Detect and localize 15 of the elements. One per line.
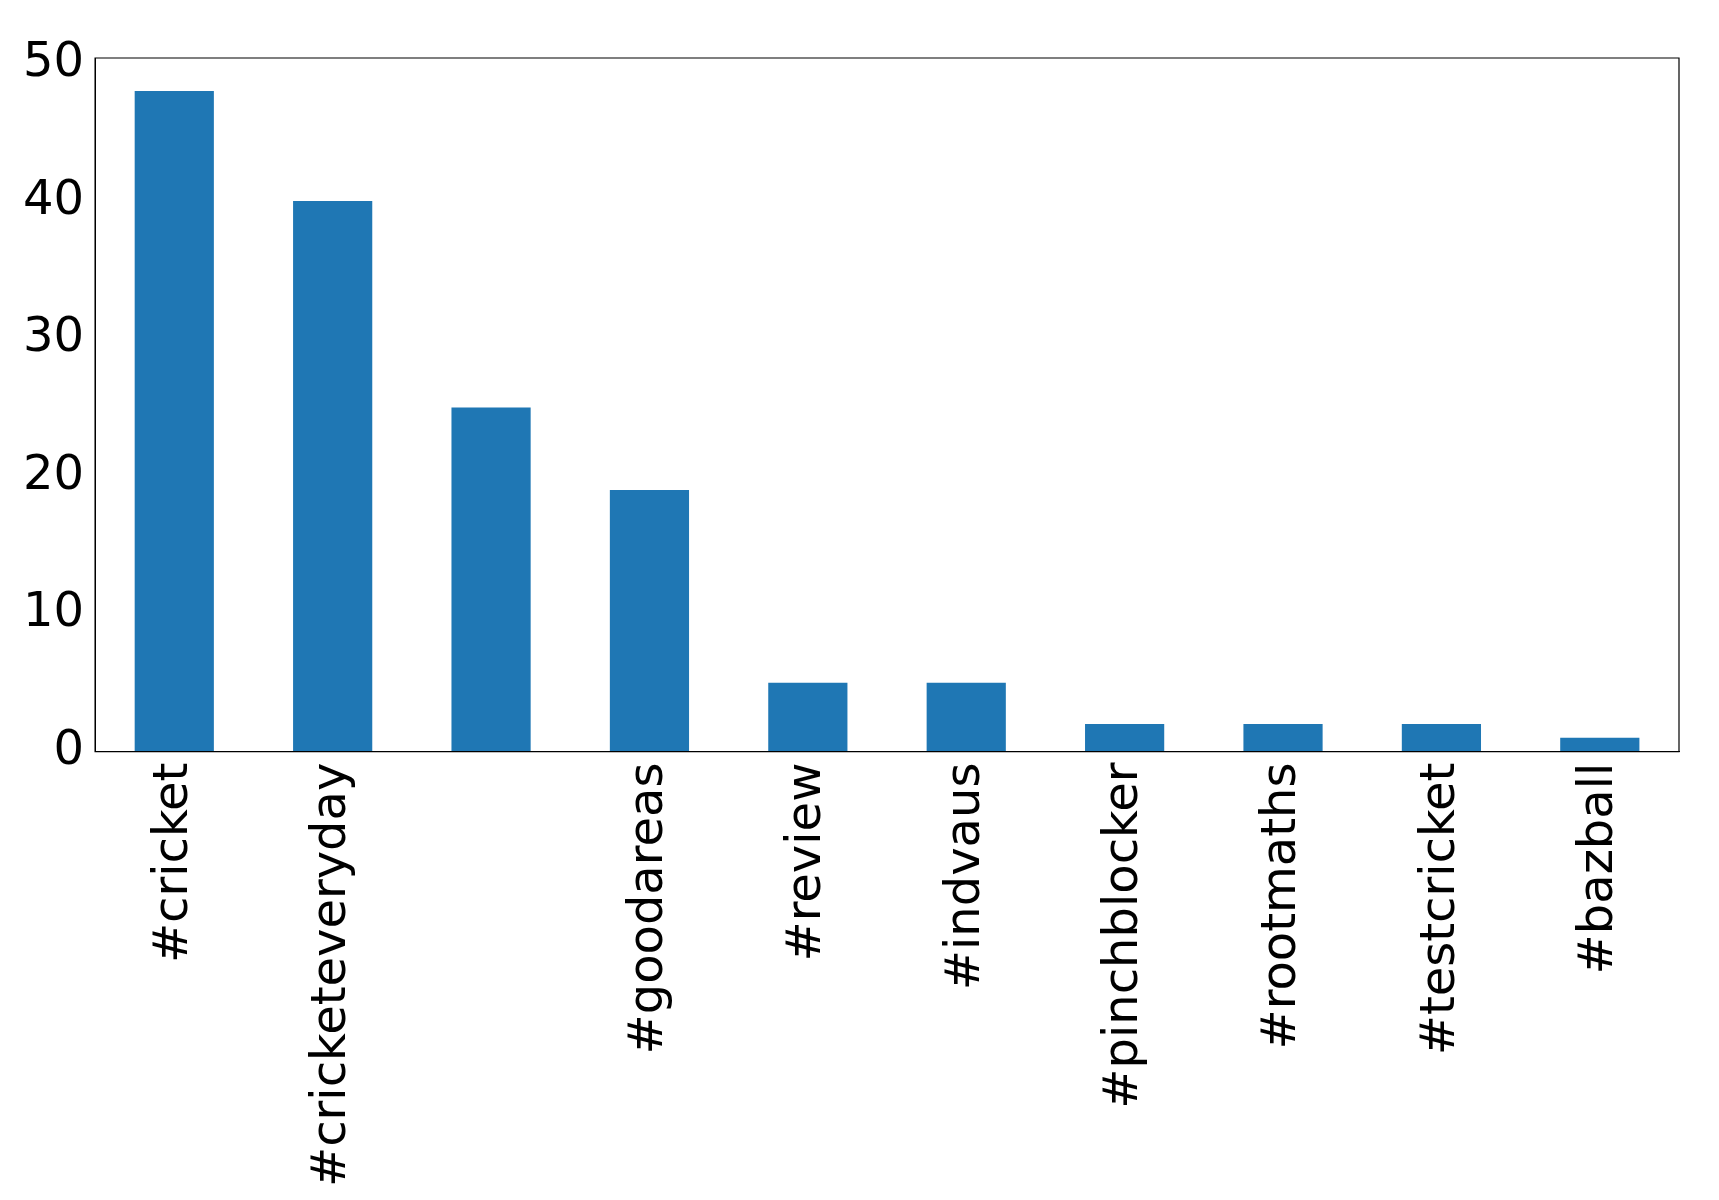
x-tick-label: #indvaus [933,762,990,991]
x-tick-label: #cricket [141,762,198,964]
y-tick-label: 40 [23,168,85,225]
y-tick-label: 30 [23,306,85,363]
x-tick-label: #review [775,762,832,962]
x-tick-label: #cricketeveryday [300,762,357,1187]
y-tick-label: 10 [23,581,85,638]
x-tick-label: #pinchblocker [1092,762,1149,1109]
x-tick-label: #testcricket [1408,762,1465,1056]
x-tick-label: #bazball [1567,762,1624,975]
x-tick-label: #goodareas [616,762,673,1055]
y-tick-label: 0 [53,719,85,776]
y-tick-label: 20 [23,443,85,500]
y-tick-label: 50 [23,30,85,87]
x-tick-label: #rootmaths [1250,762,1307,1050]
